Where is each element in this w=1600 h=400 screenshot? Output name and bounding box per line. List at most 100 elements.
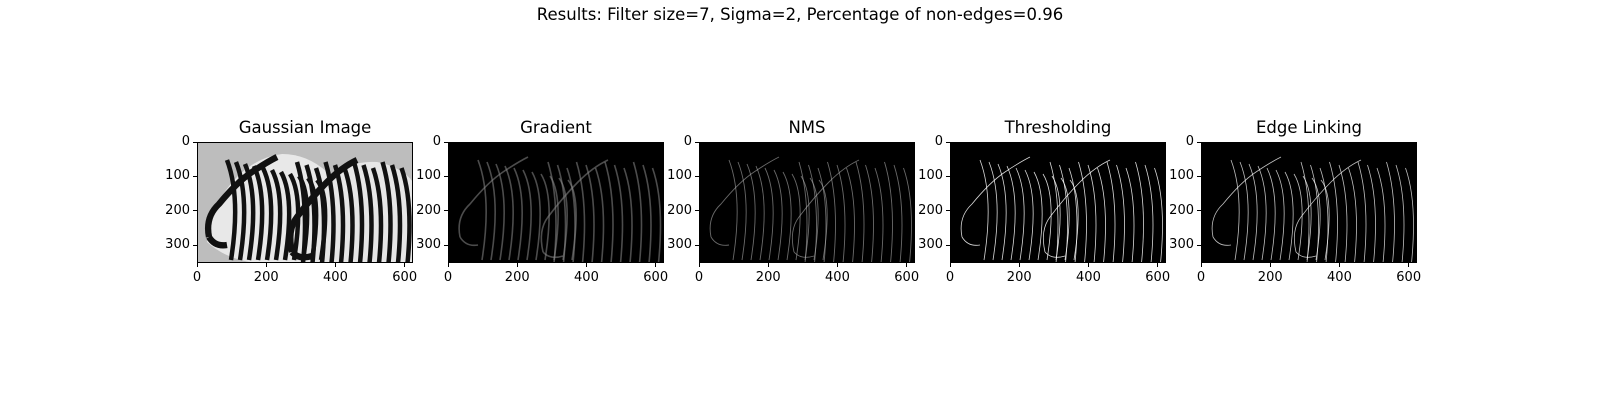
x-tick-label: 400 <box>1076 270 1101 285</box>
x-tick-mark <box>767 263 769 267</box>
y-tick-label: 200 <box>667 202 692 218</box>
y-tick-mark <box>444 210 448 212</box>
x-tick-mark <box>334 263 336 267</box>
x-tick-mark <box>1269 263 1271 267</box>
y-tick-label: 0 <box>432 134 441 149</box>
y-tick-mark <box>193 210 197 212</box>
x-tick-mark <box>404 263 406 267</box>
x-tick-label: 200 <box>755 270 781 285</box>
edge-map-image <box>448 142 664 263</box>
y-tick-mark <box>193 175 197 177</box>
x-tick-label: 400 <box>825 270 850 285</box>
subplot-panel: Thresholding 0 100 200 300 0 200 400 600 <box>918 115 1178 290</box>
y-tick-mark <box>1197 210 1201 212</box>
subplot-title: NMS <box>788 118 826 137</box>
y-tick-label: 300 <box>1169 237 1194 253</box>
x-tick-label: 0 <box>694 270 704 285</box>
x-tick-label: 600 <box>894 270 920 285</box>
y-tick-mark <box>946 244 950 246</box>
x-tick-label: 200 <box>504 270 530 285</box>
y-tick-label: 0 <box>181 134 190 149</box>
y-tick-label: 0 <box>934 134 943 149</box>
y-tick-label: 200 <box>165 202 190 218</box>
y-tick-mark <box>946 175 950 177</box>
x-tick-mark <box>1018 263 1020 267</box>
subplot-panel: Gaussian Image 0 100 200 300 0 200 400 600 <box>165 115 425 290</box>
y-tick-mark <box>695 244 699 246</box>
subplot-title: Gaussian Image <box>238 118 372 137</box>
y-tick-label: 200 <box>918 202 943 218</box>
y-tick-label: 300 <box>918 237 943 253</box>
y-tick-mark <box>1197 244 1201 246</box>
x-tick-mark <box>516 263 518 267</box>
y-tick-label: 200 <box>416 202 441 218</box>
x-tick-mark <box>1087 263 1089 267</box>
edge-map-image <box>699 142 915 263</box>
x-tick-label: 600 <box>392 270 418 285</box>
y-tick-mark <box>695 175 699 177</box>
subplot-title: Thresholding <box>1004 118 1112 137</box>
x-tick-label: 0 <box>192 270 202 285</box>
x-tick-mark <box>585 263 587 267</box>
x-tick-label: 200 <box>1006 270 1032 285</box>
subplot-title: Gradient <box>520 118 592 137</box>
figure-suptitle: Results: Filter size=7, Sigma=2, Percent… <box>536 5 1064 24</box>
edge-map-image <box>1201 142 1417 263</box>
y-tick-mark <box>1197 141 1201 143</box>
y-tick-label: 100 <box>416 168 441 184</box>
y-tick-label: 100 <box>165 168 190 184</box>
y-tick-label: 300 <box>416 237 441 253</box>
x-tick-mark <box>698 263 700 267</box>
y-tick-mark <box>444 141 448 143</box>
y-tick-mark <box>444 244 448 246</box>
y-tick-label: 300 <box>165 237 190 253</box>
y-tick-mark <box>946 210 950 212</box>
y-tick-label: 100 <box>918 168 943 184</box>
x-tick-label: 0 <box>945 270 955 285</box>
x-tick-label: 600 <box>643 270 669 285</box>
x-tick-mark <box>949 263 951 267</box>
y-tick-mark <box>695 210 699 212</box>
x-tick-label: 400 <box>323 270 348 285</box>
y-tick-mark <box>695 141 699 143</box>
x-tick-mark <box>447 263 449 267</box>
y-tick-mark <box>193 244 197 246</box>
subplot-axes: 0 100 200 300 0 200 400 600 <box>918 134 1170 285</box>
x-tick-mark <box>1408 263 1410 267</box>
x-tick-mark <box>1338 263 1340 267</box>
x-tick-label: 0 <box>1196 270 1206 285</box>
x-tick-label: 400 <box>1327 270 1352 285</box>
subplot-panel: NMS 0 100 200 300 0 200 400 600 <box>667 115 927 290</box>
y-tick-label: 300 <box>667 237 692 253</box>
subplot-panel: Edge Linking 0 100 200 300 0 200 400 600 <box>1169 115 1429 290</box>
subplot-axes: 0 100 200 300 0 200 400 600 <box>165 134 417 285</box>
y-tick-label: 200 <box>1169 202 1194 218</box>
x-tick-mark <box>655 263 657 267</box>
y-tick-label: 100 <box>667 168 692 184</box>
gaussian-image <box>197 142 413 263</box>
y-tick-mark <box>946 141 950 143</box>
subplot-title: Edge Linking <box>1255 118 1363 137</box>
y-tick-label: 0 <box>1185 134 1194 149</box>
x-tick-label: 600 <box>1396 270 1422 285</box>
y-tick-mark <box>193 141 197 143</box>
x-tick-label: 200 <box>253 270 279 285</box>
x-tick-mark <box>836 263 838 267</box>
x-tick-mark <box>1200 263 1202 267</box>
y-tick-mark <box>1197 175 1201 177</box>
subplot-axes: 0 100 200 300 0 200 400 600 <box>416 134 668 285</box>
x-tick-label: 200 <box>1257 270 1283 285</box>
subplot-axes: 0 100 200 300 0 200 400 600 <box>1169 134 1421 285</box>
x-tick-label: 0 <box>443 270 453 285</box>
subplot-axes: 0 100 200 300 0 200 400 600 <box>667 134 919 285</box>
subplot-panel: Gradient 0 100 200 300 0 200 400 600 <box>416 115 676 290</box>
y-tick-label: 100 <box>1169 168 1194 184</box>
x-tick-mark <box>196 263 198 267</box>
x-tick-mark <box>265 263 267 267</box>
x-tick-mark <box>1157 263 1159 267</box>
x-tick-label: 400 <box>574 270 599 285</box>
edge-map-image <box>950 142 1166 263</box>
x-tick-label: 600 <box>1145 270 1171 285</box>
y-tick-mark <box>444 175 448 177</box>
x-tick-mark <box>906 263 908 267</box>
